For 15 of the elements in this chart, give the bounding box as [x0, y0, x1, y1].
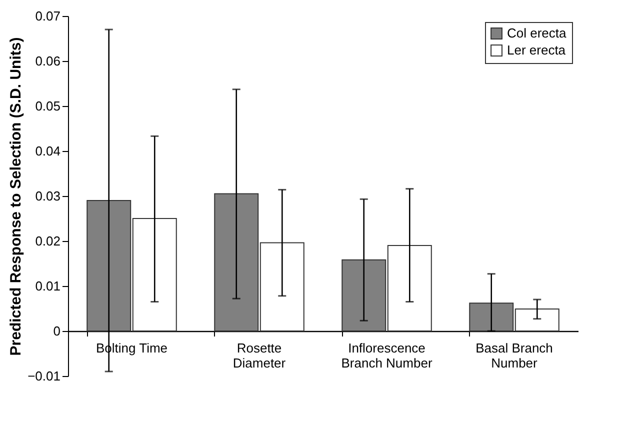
- y-tick-label: −0.01: [28, 368, 60, 384]
- y-tick-label: 0.04: [35, 144, 60, 158]
- y-axis-title: Predicted Response to Selection (S.D. Units): [8, 37, 25, 356]
- y-tick-label: 0.06: [35, 54, 60, 68]
- y-tick-label: 0.01: [35, 278, 60, 294]
- y-tick-label: 0: [53, 324, 60, 338]
- y-tick-label: 0.07: [35, 8, 60, 24]
- x-tick-label: Inflorescence Branch Number: [341, 340, 433, 370]
- legend-label: Col erecta: [507, 26, 568, 40]
- y-tick-label: 0.02: [35, 234, 60, 248]
- legend-label: Ler erecta: [507, 42, 566, 58]
- x-tick-label: Rosette Diameter: [232, 340, 286, 370]
- x-tick-label: Basal Branch Number: [476, 340, 553, 370]
- y-tick-label: 0.05: [35, 98, 60, 114]
- y-tick-label: 0.03: [35, 188, 60, 204]
